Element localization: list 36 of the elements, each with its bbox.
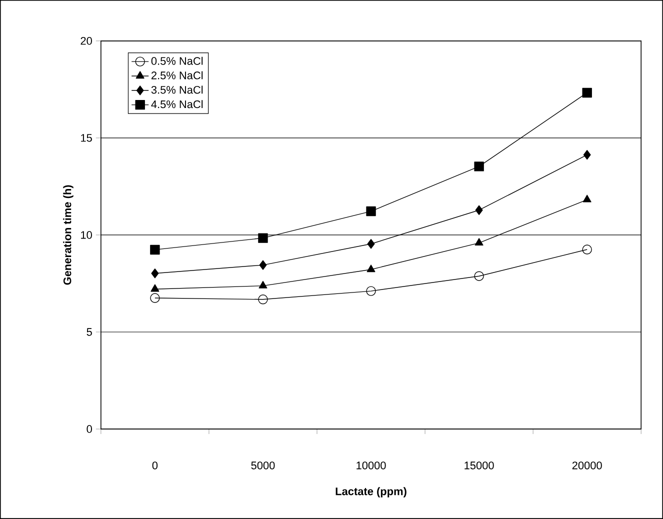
legend-label: 2.5% NaCl: [151, 71, 203, 80]
legend-label: 4.5% NaCl: [151, 100, 203, 108]
point: [367, 239, 375, 249]
point: [474, 271, 484, 281]
point: [582, 244, 592, 254]
point: [474, 238, 484, 246]
point: [366, 264, 376, 272]
point: [474, 162, 484, 172]
point: [582, 88, 592, 98]
y-tick-label: 10: [81, 231, 92, 239]
x-tick-label: 0: [152, 462, 158, 470]
x-axis-title: Lactate (ppm): [336, 487, 406, 498]
point: [475, 205, 483, 215]
point: [150, 284, 160, 292]
point: [258, 233, 268, 243]
point: [366, 206, 376, 216]
point: [366, 286, 376, 296]
point: [150, 293, 160, 303]
legend-label: 3.5% NaCl: [151, 86, 203, 94]
point: [583, 150, 591, 160]
point: [582, 194, 592, 202]
legend-label: 0.5% NaCl: [151, 56, 203, 65]
y-tick-label: 0: [86, 425, 92, 433]
x-tick-label: 15000: [464, 462, 494, 470]
x-tick-label: 10000: [356, 462, 386, 470]
y-tick-label: 15: [81, 134, 92, 142]
point: [150, 244, 160, 255]
x-tick-label: 5000: [251, 462, 275, 470]
y-axis-title: Generation time (h): [63, 185, 74, 285]
point: [259, 260, 267, 270]
point: [151, 268, 159, 278]
y-tick-label: 20: [80, 37, 92, 45]
point: [258, 294, 268, 304]
y-tick-label: 5: [86, 328, 92, 336]
x-tick-label: 20000: [572, 462, 602, 470]
point: [258, 280, 268, 288]
